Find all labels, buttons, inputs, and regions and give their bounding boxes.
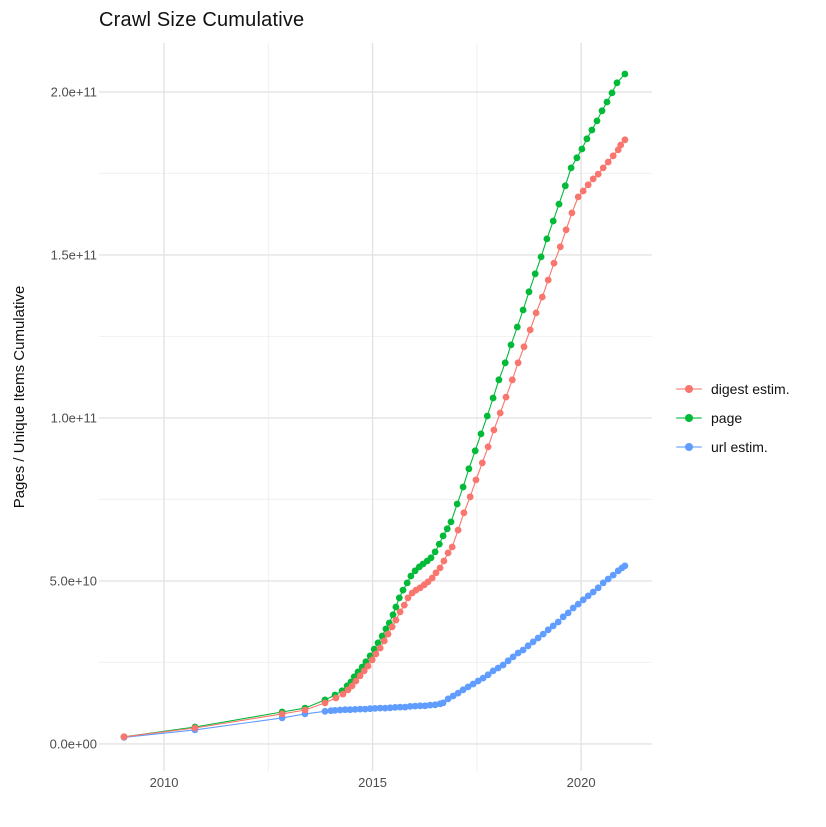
data-series-layer: [120, 70, 629, 741]
legend-item-url-estim: url estim.: [676, 436, 790, 457]
y-tick-label: 1.5e+11: [51, 247, 97, 262]
legend-item-page: page: [676, 407, 790, 428]
chart-title: Crawl Size Cumulative: [99, 9, 305, 31]
x-tick-label: 2010: [150, 775, 179, 790]
legend-label: digest estim.: [711, 380, 790, 397]
legend: digest estim. page url estim.: [676, 378, 790, 457]
x-tick-label: 2020: [567, 775, 596, 790]
legend-key-line-dot-icon: [676, 410, 702, 426]
legend-label: page: [711, 409, 743, 426]
series-url-estim: [120, 562, 629, 741]
axis-tick-labels: 2010 2015 2020 0.0e+00 5.0e+10 1.0e+11 1.5e+11…: [50, 84, 596, 790]
y-tick-label: 0.0e+00: [50, 736, 97, 751]
legend-key-line-dot-icon: [676, 381, 702, 397]
legend-key-line-dot-icon: [676, 439, 702, 455]
series-page: [120, 70, 629, 741]
legend-label: url estim.: [711, 438, 768, 455]
y-tick-label: 5.0e+10: [50, 573, 97, 588]
gridlines-major: [99, 43, 652, 771]
legend-item-digest-estim: digest estim.: [676, 378, 790, 399]
series-digest-estim: [120, 136, 629, 741]
y-tick-label: 2.0e+11: [51, 84, 97, 99]
gridlines-minor: [99, 43, 652, 771]
y-axis-title: Pages / Unique Items Cumulative: [11, 286, 28, 509]
x-tick-label: 2015: [358, 775, 387, 790]
y-tick-label: 1.0e+11: [51, 410, 97, 425]
